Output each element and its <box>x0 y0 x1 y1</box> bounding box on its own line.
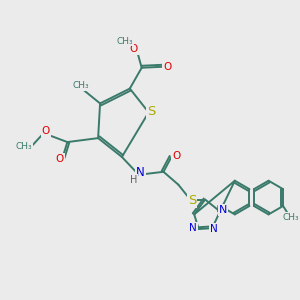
Text: N: N <box>136 166 145 179</box>
Text: N: N <box>219 206 227 215</box>
Text: CH₃: CH₃ <box>283 213 299 222</box>
Text: O: O <box>163 62 172 72</box>
Text: N: N <box>189 223 197 233</box>
Text: O: O <box>55 154 64 164</box>
Text: O: O <box>41 126 50 136</box>
Text: CH₃: CH₃ <box>116 37 133 46</box>
Text: CH₃: CH₃ <box>15 142 32 151</box>
Text: O: O <box>172 151 181 161</box>
Text: CH₃: CH₃ <box>73 81 90 90</box>
Text: N: N <box>219 206 227 215</box>
Text: N: N <box>210 224 218 234</box>
Text: H: H <box>130 175 137 185</box>
Text: O: O <box>130 44 138 54</box>
Text: S: S <box>188 194 196 207</box>
Text: S: S <box>147 105 156 118</box>
